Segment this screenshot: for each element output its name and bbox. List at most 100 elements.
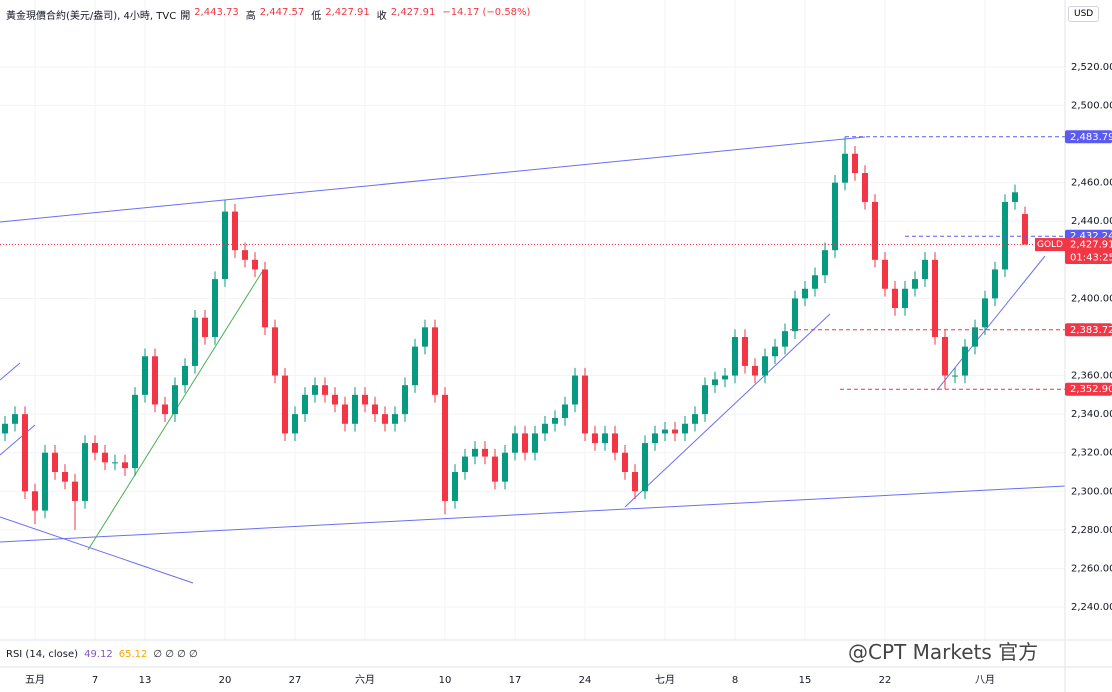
- candle-body: [952, 375, 958, 377]
- trend-line: [936, 255, 1046, 391]
- y-tick-label: 2,340.00: [1071, 409, 1112, 420]
- price-label: 2,427.91: [1070, 240, 1112, 251]
- candle-body: [532, 433, 538, 453]
- candle-body: [212, 279, 218, 337]
- candle-body: [92, 443, 98, 453]
- candle-body: [232, 211, 238, 251]
- candle-body: [272, 327, 278, 376]
- candle-body: [432, 327, 438, 395]
- rsi-value: 65.12: [118, 649, 148, 660]
- candle-body: [552, 417, 558, 424]
- x-tick-label: 七月: [655, 674, 675, 686]
- candle-body: [152, 356, 158, 405]
- candle-body: [712, 379, 718, 386]
- candle-body: [342, 404, 348, 424]
- x-tick-label: 27: [289, 675, 302, 686]
- candle-body: [502, 452, 508, 482]
- trend-line: [0, 424, 36, 456]
- candle-body: [62, 471, 68, 482]
- candle-body: [42, 452, 48, 511]
- candle-body: [932, 259, 938, 337]
- symbol-label: GOLD: [1037, 240, 1063, 250]
- candle-body: [672, 429, 678, 434]
- candle-body: [1012, 192, 1018, 202]
- x-tick-label: 10: [439, 675, 452, 686]
- candle-body: [2, 423, 8, 434]
- candle-body: [412, 346, 418, 386]
- candle-body: [592, 433, 598, 444]
- candle-body: [922, 259, 928, 280]
- price-label-box: [1065, 323, 1112, 337]
- x-tick-label: 五月: [25, 674, 45, 686]
- trend-line: [0, 362, 21, 381]
- rsi-name: RSI (14, close): [6, 649, 79, 660]
- candle-body: [582, 375, 588, 434]
- candle-body: [852, 153, 858, 174]
- candle-body: [972, 327, 978, 347]
- candle-body: [492, 456, 498, 482]
- candle-body: [162, 404, 168, 415]
- x-tick-label: 20: [219, 675, 232, 686]
- trend-line: [0, 136, 866, 223]
- y-tick-label: 2,320.00: [1071, 448, 1112, 459]
- candle-body: [402, 385, 408, 415]
- candle-body: [202, 317, 208, 337]
- symbol-title: 黃金現價合約(美元/盎司), 4小時, TVC: [6, 11, 177, 22]
- y-tick-label: 2,360.00: [1071, 371, 1112, 382]
- candle-body: [982, 298, 988, 328]
- candle-body: [292, 414, 298, 434]
- y-tick-label: 2,400.00: [1071, 293, 1112, 304]
- ohlc-value: 2,427.91: [390, 7, 436, 18]
- candle-body: [12, 414, 18, 424]
- candle-body: [722, 375, 728, 380]
- x-tick-label: 六月: [355, 674, 375, 686]
- currency-button[interactable]: USD: [1068, 6, 1100, 22]
- x-tick-label: 17: [509, 675, 522, 686]
- change: −14.17 (−0.58%): [442, 7, 531, 18]
- candle-body: [282, 375, 288, 434]
- trend-lines: [0, 136, 1066, 584]
- watermark: @CPT Markets 官方: [848, 640, 1039, 664]
- candle-body: [882, 259, 888, 289]
- candle-body: [562, 404, 568, 418]
- candle-body: [362, 394, 368, 405]
- header: 黃金現價合約(美元/盎司), 4小時, TVC 開 2,443.73 高 2,447…: [6, 7, 533, 22]
- candle-body: [892, 288, 898, 309]
- candle-body: [962, 346, 968, 376]
- candle-body: [302, 394, 308, 415]
- candle-body: [372, 404, 378, 415]
- ohlc-value: 2,447.57: [259, 7, 305, 18]
- rsi-value: 49.12: [84, 649, 113, 660]
- price-label: 2,383.72: [1070, 325, 1112, 336]
- candle-body: [742, 336, 748, 366]
- ohlc-value: 2,427.91: [325, 7, 370, 18]
- candle-body: [452, 471, 458, 501]
- candle-body: [782, 331, 788, 347]
- candle-body: [772, 346, 778, 357]
- price-label: 2,352.90: [1070, 384, 1112, 395]
- candle-body: [112, 462, 118, 464]
- candle-body: [872, 201, 878, 260]
- candle-body: [252, 259, 258, 270]
- candle-body: [842, 153, 848, 183]
- candle-body: [622, 452, 628, 472]
- x-tick-label: 22: [879, 675, 892, 686]
- candle-body: [802, 288, 808, 299]
- price-label-box: [1065, 130, 1112, 144]
- candle-body: [82, 443, 88, 501]
- candle-body: [472, 448, 478, 457]
- trend-line: [624, 313, 831, 508]
- candle-body: [222, 211, 228, 280]
- candle-body: [862, 173, 868, 202]
- x-tick-label: 7: [92, 675, 98, 686]
- candle-body: [652, 433, 658, 444]
- candle-body: [632, 471, 638, 492]
- x-tick-label: 8: [732, 675, 738, 686]
- candle-body: [822, 250, 828, 276]
- y-tick-label: 2,440.00: [1071, 216, 1112, 227]
- candle-body: [182, 365, 188, 386]
- candle-body: [902, 288, 908, 309]
- trend-line: [0, 485, 1066, 543]
